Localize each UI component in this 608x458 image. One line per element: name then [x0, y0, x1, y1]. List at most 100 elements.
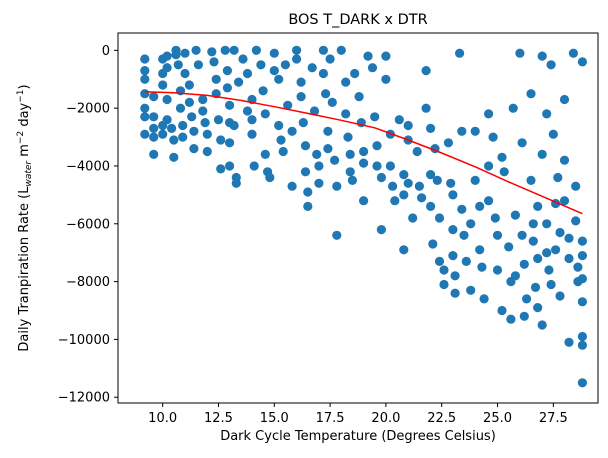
data-point: [260, 109, 270, 119]
data-point: [546, 279, 556, 290]
data-point: [564, 253, 574, 264]
data-point: [296, 77, 306, 87]
data-point: [484, 196, 494, 206]
data-point: [506, 314, 516, 324]
data-point: [470, 175, 480, 185]
data-point: [446, 178, 456, 188]
data-point: [559, 94, 570, 105]
x-tick-label: 17.5: [316, 411, 345, 426]
data-point: [479, 294, 489, 304]
data-point: [388, 181, 398, 191]
y-tick-label: −4000: [66, 159, 110, 174]
data-point: [222, 66, 232, 76]
data-point: [553, 172, 563, 183]
data-point: [546, 60, 556, 70]
y-label-sup2: −1: [16, 89, 26, 102]
y-axis: 0 −2000 −4000 −6000 −8000 −10000 −12000: [58, 44, 118, 406]
data-point: [370, 112, 380, 122]
data-point: [528, 236, 538, 246]
y-tick-label: −6000: [66, 217, 110, 232]
data-point: [330, 155, 340, 165]
data-point: [533, 253, 543, 264]
y-label-suffix: ): [17, 84, 32, 89]
data-point: [202, 129, 212, 139]
data-point: [140, 89, 150, 99]
x-tick-label: 10.0: [148, 411, 177, 426]
data-point: [399, 190, 409, 200]
data-point: [332, 181, 342, 191]
data-point: [537, 51, 547, 61]
data-point: [242, 68, 253, 79]
data-point: [457, 126, 467, 136]
data-point: [434, 256, 445, 266]
x-tick-label: 12.5: [204, 411, 233, 426]
data-point: [470, 126, 480, 136]
data-point: [426, 201, 436, 211]
data-point: [298, 118, 308, 128]
data-point: [450, 288, 460, 298]
x-tick-label: 15.0: [260, 411, 289, 426]
data-point: [359, 196, 369, 206]
data-point: [307, 63, 317, 73]
data-point: [497, 152, 507, 162]
data-point: [140, 54, 150, 64]
data-point: [363, 51, 373, 61]
data-point: [187, 112, 197, 122]
data-point: [242, 106, 253, 116]
data-point: [466, 285, 476, 295]
data-point: [492, 265, 503, 275]
data-point: [577, 297, 588, 307]
data-point: [399, 245, 409, 255]
data-point: [276, 135, 286, 145]
data-point: [249, 161, 259, 171]
data-point: [287, 181, 297, 191]
data-point: [162, 94, 172, 105]
x-axis: 10.0 12.5 15.0 17.5 20.0 22.5 25.0 27.5: [148, 403, 568, 426]
data-point: [459, 230, 469, 240]
data-point: [180, 68, 190, 79]
y-tick-label: −8000: [66, 275, 110, 290]
data-point: [247, 129, 257, 139]
data-point: [542, 248, 552, 258]
data-point: [149, 132, 159, 142]
data-point: [162, 51, 172, 61]
data-point: [499, 167, 509, 177]
y-axis-label: Daily Tranpiration Rate (Lwater m−2 day−…: [16, 84, 34, 351]
data-point: [200, 118, 210, 128]
data-point: [175, 103, 186, 113]
data-point: [439, 265, 449, 275]
x-tick-label: 25.0: [483, 411, 512, 426]
data-point: [162, 63, 172, 73]
data-point: [564, 233, 574, 243]
data-point: [207, 47, 217, 57]
data-point: [475, 245, 485, 255]
data-point: [265, 172, 275, 183]
data-point: [225, 100, 235, 110]
data-point: [149, 92, 159, 102]
x-tick-label: 20.0: [371, 411, 400, 426]
data-point: [421, 103, 431, 113]
data-point: [180, 48, 190, 58]
data-point: [381, 51, 391, 61]
data-point: [202, 146, 212, 157]
data-point: [434, 213, 445, 223]
data-point: [455, 48, 465, 58]
data-point: [220, 45, 230, 55]
plot-frame: [117, 32, 599, 404]
data-point: [140, 112, 150, 122]
data-point: [443, 138, 453, 148]
data-point: [274, 120, 284, 131]
data-point: [555, 291, 565, 301]
data-point: [517, 138, 527, 148]
data-point: [247, 115, 257, 125]
data-point: [162, 115, 172, 125]
data-point: [140, 74, 150, 84]
y-label-prefix: Daily Tranpiration Rate (L: [17, 186, 32, 352]
data-point: [274, 74, 284, 84]
data-point: [542, 219, 552, 229]
data-point: [515, 48, 525, 58]
data-point: [347, 175, 357, 185]
data-point: [448, 190, 458, 200]
data-point: [354, 92, 364, 102]
data-point: [173, 60, 183, 70]
